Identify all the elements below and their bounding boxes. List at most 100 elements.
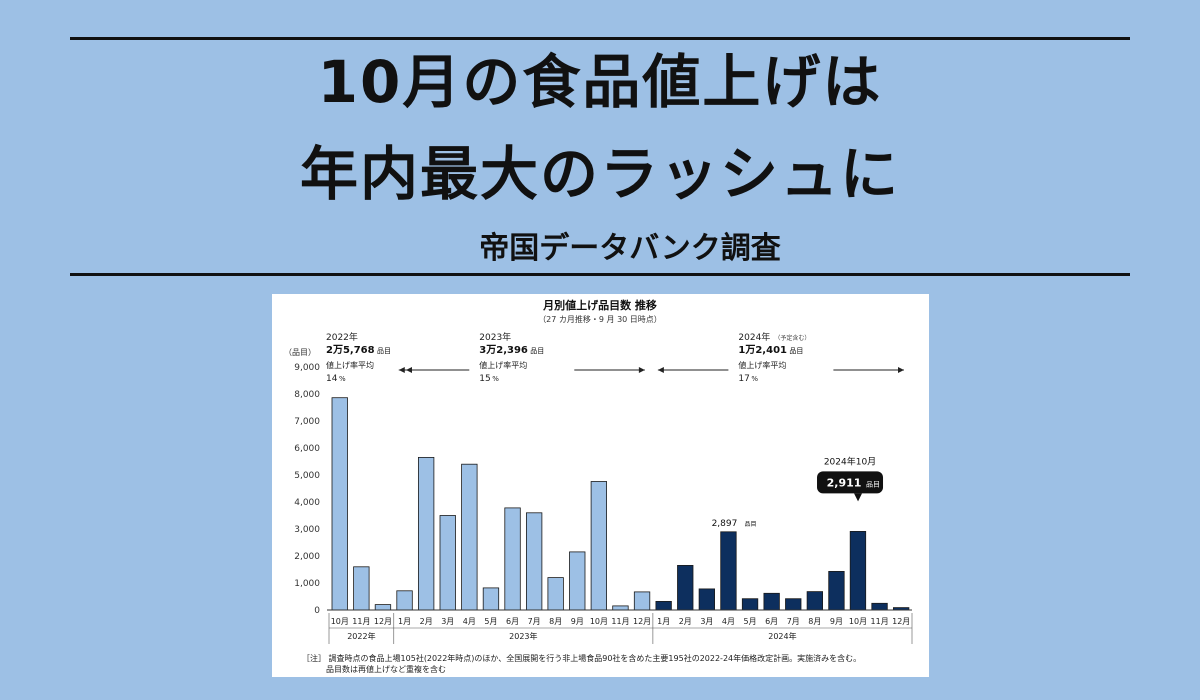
x-tick-label: 12月 — [892, 617, 910, 626]
x-tick-label: 12月 — [633, 617, 651, 626]
bar — [569, 551, 586, 611]
year-label: 2023年 — [509, 631, 537, 641]
note-line-2: 品目数は再値上げなど重複を含む — [326, 665, 446, 674]
top-rule — [70, 37, 1130, 40]
bar — [828, 570, 845, 611]
data-label-unit: 品目 — [744, 521, 756, 528]
y-tick-label: 9,000 — [294, 363, 320, 373]
y-tick-label: 5,000 — [294, 471, 320, 481]
arrow-head — [657, 367, 664, 373]
bar — [417, 456, 435, 611]
bar — [677, 564, 694, 611]
x-tick-label: 5月 — [744, 617, 757, 626]
bar — [720, 531, 737, 611]
callout-box — [817, 471, 884, 494]
bar — [331, 397, 348, 611]
bar — [849, 530, 867, 611]
note-prefix: ［注］ — [302, 654, 326, 663]
group-avg-unit: % — [492, 375, 499, 383]
x-tick-label: 7月 — [528, 617, 541, 626]
x-tick-label: 11月 — [352, 617, 370, 626]
x-tick-label: 9月 — [830, 617, 843, 626]
y-tick-label: 1,000 — [294, 579, 320, 589]
bar — [374, 604, 392, 611]
bar — [612, 605, 629, 611]
chart-note: ［注］ 調査時点の食品上場105社(2022年時点)のほか、全国展開を行う非上場… — [302, 653, 922, 675]
y-tick-label: 4,000 — [294, 498, 320, 508]
x-tick-label: 8月 — [808, 617, 821, 626]
x-tick-label: 10月 — [849, 617, 867, 626]
arrow-head — [898, 367, 904, 373]
chart-title: 月別値上げ品目数 推移 — [542, 298, 657, 312]
group-year-label: 2022年 — [326, 331, 358, 343]
group-avg-value: 15 — [479, 374, 490, 384]
headline-line-2: 年内最大のラッシュに — [299, 140, 900, 208]
x-tick-label: 12月 — [374, 617, 392, 626]
x-tick-label: 11月 — [871, 617, 889, 626]
bar — [785, 598, 802, 611]
group-avg-label: 値上げ率平均 — [326, 360, 374, 370]
x-tick-label: 4月 — [463, 617, 476, 626]
group-year-label: 2023年 — [479, 331, 511, 343]
callout-pointer — [854, 493, 863, 502]
x-tick-label: 1月 — [657, 617, 670, 626]
bar — [763, 592, 780, 611]
group-total-unit: 品目 — [377, 347, 391, 355]
x-tick-label: 6月 — [765, 617, 778, 626]
headline-line-1: 10月の食品値上げは — [317, 48, 883, 116]
y-tick-label: 6,000 — [294, 444, 320, 454]
x-tick-label: 10月 — [331, 617, 349, 626]
group-avg-value: 17 — [738, 374, 749, 384]
group-total: 2万5,768 — [326, 344, 375, 356]
bar — [461, 463, 478, 611]
bar — [353, 566, 370, 611]
bar — [396, 590, 413, 611]
x-tick-label: 2月 — [679, 617, 692, 626]
bar — [633, 591, 651, 611]
group-total: 3万2,396 — [479, 344, 528, 356]
group-total-unit: 品目 — [789, 347, 803, 355]
group-total-unit: 品目 — [530, 347, 544, 355]
bar — [871, 602, 888, 611]
x-tick-label: 2月 — [420, 617, 433, 626]
bar — [741, 598, 759, 611]
group-total: 1万2,401 — [738, 344, 787, 356]
group-avg-label: 値上げ率平均 — [479, 360, 527, 370]
x-tick-label: 11月 — [611, 617, 629, 626]
callout-value: 2,911 — [827, 476, 862, 489]
bar — [439, 515, 456, 611]
bar — [525, 512, 543, 611]
group-avg-unit: % — [751, 375, 758, 383]
bar-chart: 月別値上げ品目数 推移 （27 カ月推移・9 月 30 日時点） （品目） 0 1,00… — [284, 298, 913, 644]
x-tick-label: 6月 — [506, 617, 519, 626]
group-year-label: 2024年 — [738, 331, 770, 343]
x-tick-label: 8月 — [549, 617, 562, 626]
x-tick-label: 9月 — [571, 617, 584, 626]
callout-label: 2024年10月 — [824, 455, 876, 467]
bar — [806, 591, 823, 611]
year-label: 2024年 — [768, 631, 796, 641]
bottom-rule — [70, 273, 1130, 276]
y-tick-label: 2,000 — [294, 552, 320, 562]
x-tick-label: 1月 — [398, 617, 411, 626]
note-line-1: 調査時点の食品上場105社(2022年時点)のほか、全国展開を行う非上場食品90… — [328, 654, 862, 663]
bar — [590, 481, 608, 611]
bar — [482, 587, 500, 611]
x-tick-label: 10月 — [590, 617, 608, 626]
group-avg-label: 値上げ率平均 — [738, 360, 786, 370]
group-avg-unit: % — [339, 375, 346, 383]
y-tick-label: 7,000 — [294, 417, 320, 427]
bar — [698, 588, 716, 611]
bar — [504, 507, 521, 611]
group-year-note: （予定含む） — [774, 334, 810, 342]
data-label: 2,897 — [712, 519, 738, 529]
y-tick-label: 8,000 — [294, 390, 320, 400]
group-avg-value: 14 — [326, 374, 338, 384]
arrow-head — [638, 367, 645, 373]
x-tick-label: 4月 — [722, 617, 735, 626]
chart-subtitle: （27 カ月推移・9 月 30 日時点） — [538, 314, 662, 324]
x-tick-label: 3月 — [441, 617, 454, 626]
x-tick-label: 7月 — [787, 617, 800, 626]
bar — [547, 577, 564, 611]
arrow-head — [398, 367, 405, 373]
